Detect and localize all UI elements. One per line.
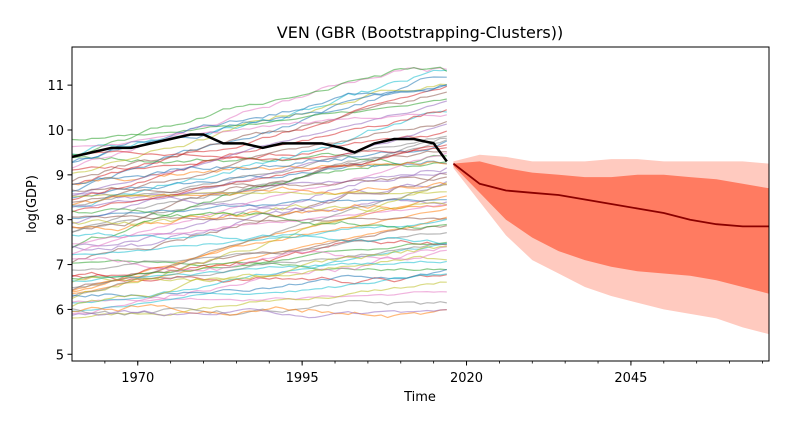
y-tick-label: 9 (56, 169, 64, 184)
background-series-line (72, 135, 447, 206)
x-tick-label: 2020 (450, 371, 483, 386)
background-series-line (72, 67, 447, 169)
y-tick-label: 7 (56, 259, 64, 274)
background-series-line (72, 307, 447, 319)
background-series-line (72, 98, 447, 141)
x-axis: 1970 1995 2020 2045 (104, 361, 763, 386)
background-series-line (72, 208, 447, 230)
x-tick-label: 1970 (121, 371, 154, 386)
background-series-line (72, 83, 447, 174)
chart-title: VEN (GBR (Bootstrapping-Clusters)) (277, 23, 563, 42)
y-tick-label: 8 (56, 214, 64, 229)
background-series-line (72, 243, 447, 304)
x-axis-label: Time (403, 390, 436, 405)
background-series-line (72, 303, 447, 319)
background-series-line (72, 241, 447, 280)
background-series-line (72, 123, 447, 224)
background-series-line (72, 232, 447, 245)
background-series-line (72, 225, 447, 291)
y-tick-label: 6 (56, 303, 64, 318)
background-series-line (72, 273, 447, 312)
y-axis: 5 6 7 8 9 10 11 (47, 79, 72, 363)
background-series-line (72, 281, 447, 319)
plot-frame (71, 46, 770, 362)
inner-band (453, 161, 769, 294)
median-forecast-line (452, 162, 769, 228)
background-series-line (72, 110, 447, 208)
background-series-line (72, 204, 447, 245)
x-tick-label: 2045 (614, 371, 647, 386)
background-series-line (72, 66, 448, 156)
background-series-line (72, 91, 447, 182)
background-series-line (72, 83, 448, 163)
background-series-line (72, 85, 448, 185)
background-series-line (72, 216, 447, 295)
background-series-line (72, 191, 447, 197)
background-series-line (72, 182, 448, 300)
background-series-line (72, 290, 447, 303)
background-series-line (72, 245, 447, 307)
background-series-line (72, 140, 448, 186)
background-series-line (72, 167, 448, 249)
background-series-line (72, 161, 447, 186)
background-series-line (72, 152, 448, 255)
y-axis-label: log(GDP) (25, 175, 40, 233)
background-series-line (72, 176, 447, 194)
background-series-line (72, 147, 447, 161)
highlight-series-line (72, 133, 448, 163)
background-series-line (72, 120, 448, 203)
background-series-line (72, 215, 447, 222)
background-series-line (72, 144, 447, 213)
background-series-line (72, 113, 447, 148)
background-series-line (72, 243, 447, 289)
foreground-series-group (72, 133, 769, 228)
y-tick-label: 10 (47, 124, 64, 139)
x-tick-label: 1995 (286, 371, 319, 386)
forecast-bands (453, 154, 769, 335)
y-tick-label: 11 (47, 79, 64, 94)
background-series-line (72, 109, 448, 201)
background-series-group (72, 66, 448, 319)
background-series-line (72, 180, 448, 251)
y-tick-label: 5 (56, 348, 64, 363)
